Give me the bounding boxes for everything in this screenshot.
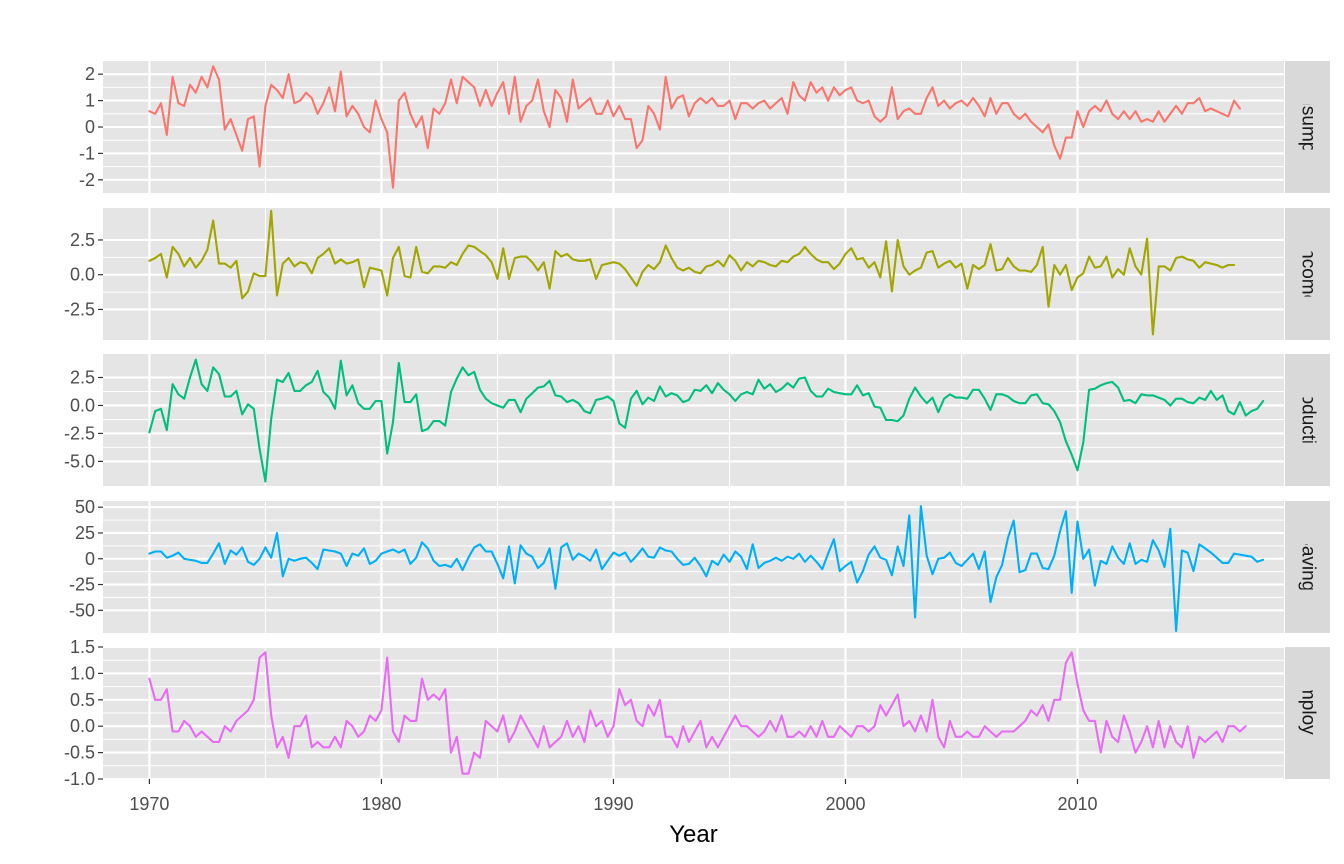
x-axis: 1970 1980 1990 2000 2010 <box>129 779 1098 814</box>
y-tick-label: 1.5 <box>70 637 95 657</box>
facet-strip <box>1285 208 1330 340</box>
y-tick-label: 0.5 <box>70 690 95 710</box>
x-tick-label: 1980 <box>361 794 401 814</box>
series-line-unemployment <box>148 651 1247 775</box>
x-tick-label: 1990 <box>593 794 633 814</box>
series-line-savings <box>148 505 1265 632</box>
y-tick-label: 2.5 <box>70 230 95 250</box>
facet-panels: 2 1 0 -1 -2 Consumption 2.5 0.0 -2.5 Income 2.5 0.0… <box>64 61 1330 789</box>
facet-strip <box>1285 501 1330 633</box>
y-tick-label: -0.5 <box>64 743 95 763</box>
y-tick-label: 2 <box>85 64 95 84</box>
y-tick-label: -2.5 <box>64 423 95 443</box>
y-tick-label: -25 <box>69 575 95 595</box>
x-tick-label: 1970 <box>129 794 169 814</box>
y-tick-label: -50 <box>69 600 95 620</box>
x-tick-label: 2010 <box>1057 794 1097 814</box>
panel-background <box>103 354 1284 486</box>
x-axis-title: Year <box>669 821 718 848</box>
y-tick-label: -1 <box>79 143 95 163</box>
facet-consumption: 2 1 0 -1 -2 Consumption <box>79 61 1330 193</box>
y-tick-label: -5.0 <box>64 451 95 471</box>
y-tick-label: -1.0 <box>64 769 95 789</box>
panel-background <box>103 501 1284 633</box>
series-line-income <box>148 209 1236 336</box>
y-tick-label: 0 <box>85 117 95 137</box>
facet-strip-label: Income <box>1297 243 1318 305</box>
y-tick-label: 1.0 <box>70 663 95 683</box>
facet-strip-label: Consumption <box>1297 71 1318 183</box>
facet-production: 2.5 0.0 -2.5 -5.0 Production <box>64 354 1330 486</box>
y-tick-label: 1 <box>85 91 95 111</box>
facet-strip-label: Unemployment <box>1297 649 1318 777</box>
facet-strip <box>1285 354 1330 486</box>
facet-strip-label: Savings <box>1297 533 1318 601</box>
y-tick-label: 0.0 <box>70 395 95 415</box>
facet-strip <box>1285 61 1330 193</box>
y-tick-label: -2 <box>79 170 95 190</box>
y-tick-label: 25 <box>75 523 95 543</box>
x-tick-label: 2000 <box>825 794 865 814</box>
facet-income: 2.5 0.0 -2.5 Income <box>64 208 1330 340</box>
facet-savings: 50 25 0 -25 -50 Savings <box>69 497 1330 633</box>
y-tick-label: 2.5 <box>70 367 95 387</box>
facet-unemployment: 1.5 1.0 0.5 0.0 -0.5 -1.0 Unemployment <box>64 637 1330 789</box>
facet-strip <box>1285 647 1330 779</box>
y-tick-label: 50 <box>75 497 95 517</box>
y-tick-label: -2.5 <box>64 299 95 319</box>
facet-strip-label: Production <box>1297 375 1318 466</box>
y-tick-label: 0.0 <box>70 265 95 285</box>
series-line-consumption <box>148 65 1241 189</box>
y-tick-label: 0.0 <box>70 716 95 736</box>
y-tick-label: 0 <box>85 549 95 569</box>
series-line-production <box>148 358 1265 483</box>
